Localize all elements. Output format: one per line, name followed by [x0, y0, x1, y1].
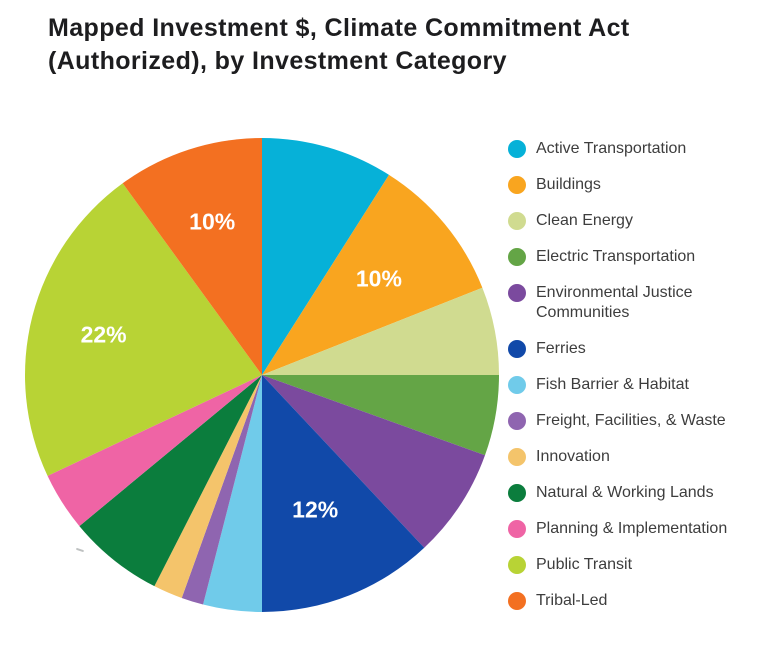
legend-label: Tribal-Led [536, 592, 608, 609]
legend-item-buildings: Buildings [508, 175, 760, 195]
pie-slice-innovation [154, 375, 262, 598]
legend-item-public-transit: Public Transit [508, 555, 760, 575]
pie-slice-clean-energy [262, 287, 499, 375]
legend-label: Public Transit [536, 556, 633, 573]
chart-title-line2: (Authorized), by Investment Category [48, 47, 507, 75]
legend-swatch-icon [508, 140, 526, 158]
pie-slice-natural-working-lands [79, 375, 262, 587]
legend-item-innovation: Innovation [508, 447, 760, 467]
legend-item-electric-transportation: Electric Transportation [508, 247, 760, 267]
pie-chart-area: 10% 12% 22% 10% [25, 138, 499, 612]
legend-label: Buildings [536, 176, 601, 193]
pie-slice-buildings [262, 174, 483, 375]
legend-label: Electric Transportation [536, 248, 696, 265]
legend-item-natural-working-lands: Natural & Working Lands [508, 483, 760, 503]
legend-item-planning-implementation: Planning & Implementation [508, 519, 760, 539]
pie-slice-public-transit [25, 183, 263, 476]
legend-swatch-icon [508, 412, 526, 430]
legend-label: Environmental Justice Communities [536, 284, 693, 321]
pie-slice-electric-transportation [262, 375, 499, 456]
legend-label: Clean Energy [536, 212, 633, 229]
legend-swatch-icon [508, 556, 526, 574]
legend-item-clean-energy: Clean Energy [508, 211, 760, 231]
legend-item-tribal-led: Tribal-Led [508, 591, 760, 611]
legend: Active Transportation Buildings Clean Ener… [508, 139, 760, 627]
pie-chart: 10% 12% 22% 10% [25, 138, 499, 612]
legend-label: Fish Barrier & Habitat [536, 376, 689, 393]
chart-title-line1: Mapped Investment $, Climate Commitment … [48, 14, 630, 42]
legend-swatch-icon [508, 448, 526, 466]
legend-item-fish-barrier-habitat: Fish Barrier & Habitat [508, 375, 760, 395]
legend-swatch-icon [508, 484, 526, 502]
legend-item-active-transportation: Active Transportation [508, 139, 760, 159]
pie-slice-active-transportation [262, 138, 389, 375]
legend-item-environmental-justice-communities: Environmental Justice Communities [508, 283, 760, 323]
legend-swatch-icon [508, 248, 526, 266]
legend-label: Innovation [536, 448, 610, 465]
legend-swatch-icon [508, 284, 526, 302]
pie-label-public-transit: 22% [81, 321, 127, 347]
legend-label: Freight, Facilities, & Waste [536, 412, 726, 429]
pie-slice-tribal-led [122, 138, 262, 375]
legend-swatch-icon [508, 212, 526, 230]
legend-item-freight-facilities-waste: Freight, Facilities, & Waste [508, 411, 760, 431]
legend-label: Planning & Implementation [536, 520, 728, 537]
legend-swatch-icon [508, 592, 526, 610]
pie-label-buildings: 10% [356, 265, 402, 291]
legend-label: Active Transportation [536, 140, 687, 157]
legend-swatch-icon [508, 376, 526, 394]
chart-title: Mapped Investment $, Climate Commitment … [48, 12, 738, 78]
pie-slice-fish-barrier-habitat [203, 375, 262, 612]
pie-slice-freight-facilities-waste [181, 375, 262, 605]
legend-label: Natural & Working Lands [536, 484, 714, 501]
pie-label-ferries: 12% [292, 496, 338, 522]
pie-slice-planning-implementation [47, 375, 262, 527]
pie-slice-ferries [262, 375, 425, 612]
legend-label: Ferries [536, 340, 586, 357]
legend-swatch-icon [508, 340, 526, 358]
pie-slice-environmental-justice-communities [262, 375, 485, 548]
legend-swatch-icon [508, 520, 526, 538]
legend-swatch-icon [508, 176, 526, 194]
legend-item-ferries: Ferries [508, 339, 760, 359]
pie-label-tribal-led: 10% [189, 209, 235, 235]
